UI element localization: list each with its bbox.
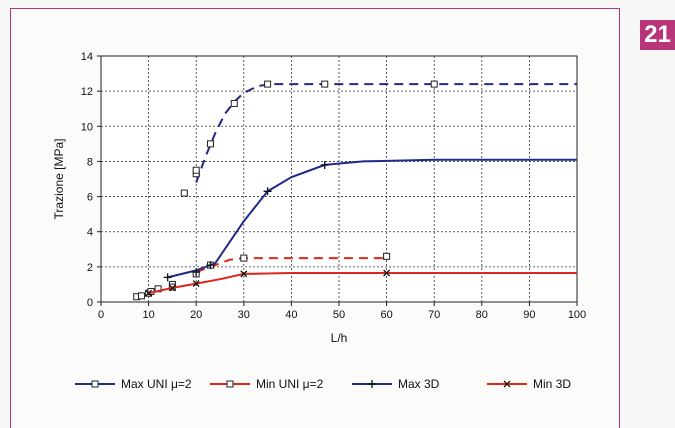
square-marker [240,254,248,262]
x-marker [192,280,200,288]
square-marker [430,80,438,88]
legend-item-1: Min UNI μ=2 [210,377,324,391]
square-marker [226,380,234,388]
plus-marker [206,261,215,270]
square-marker [321,80,329,88]
y-tick-label: 6 [87,192,93,204]
legend-label: Min 3D [533,377,571,391]
figure-number-badge: 21 [640,20,675,50]
square-marker [192,166,200,174]
y-tick-label: 12 [81,86,93,98]
chart-grid [100,55,578,303]
plus-marker [163,273,172,282]
x-tick-label: 80 [476,309,488,321]
square-marker [180,189,188,197]
x-tick-label: 70 [428,309,440,321]
square-marker [264,80,272,88]
legend-item-2: Max 3D [352,377,440,391]
x-tick-label: 10 [142,309,154,321]
series-line [167,158,577,279]
square-marker [91,380,99,388]
x-marker [503,380,511,388]
chart-legend: Max UNI μ=2 Min UNI μ=2 Max 3D Min 3D [75,377,571,391]
y-axis-label: Trazione [MPa] [52,139,66,220]
x-marker [145,289,153,297]
square-marker [137,292,145,300]
x-marker [383,269,391,277]
x-marker [168,284,176,292]
y-tick-label: 2 [87,262,93,274]
x-tick-label: 100 [568,309,586,321]
x-tick-label: 60 [380,309,392,321]
square-marker [230,99,238,107]
square-marker [206,140,214,148]
series-2 [163,158,577,282]
x-tick-label: 30 [238,309,250,321]
y-tick-label: 4 [87,227,93,239]
plus-marker [192,268,201,277]
plus-marker [368,380,376,388]
y-tick-label: 10 [81,121,93,133]
plus-marker [320,160,329,169]
legend-label: Max 3D [398,377,440,391]
y-tick-label: 8 [87,156,93,168]
legend-label: Min UNI μ=2 [256,377,324,391]
chart-axes: 0 10 20 30 40 50 60 70 80 90 100 0 2 4 6 8 10 12 14 [81,51,586,321]
series-line [195,257,387,274]
y-tick-label: 0 [87,297,93,309]
x-tick-label: 20 [190,309,202,321]
legend-label: Max UNI μ=2 [121,377,192,391]
x-tick-label: 50 [333,309,345,321]
x-axis-label: L/h [331,331,348,345]
y-tick-label: 14 [81,51,93,63]
chart-series [133,80,577,301]
x-tick-label: 90 [523,309,535,321]
x-marker [240,270,248,278]
series-3 [145,269,577,297]
plus-marker [263,187,272,196]
legend-item-3: Min 3D [487,377,571,391]
x-tick-label: 0 [98,309,104,321]
legend-item-0: Max UNI μ=2 [75,377,192,391]
x-tick-label: 40 [285,309,297,321]
square-marker [383,252,391,260]
